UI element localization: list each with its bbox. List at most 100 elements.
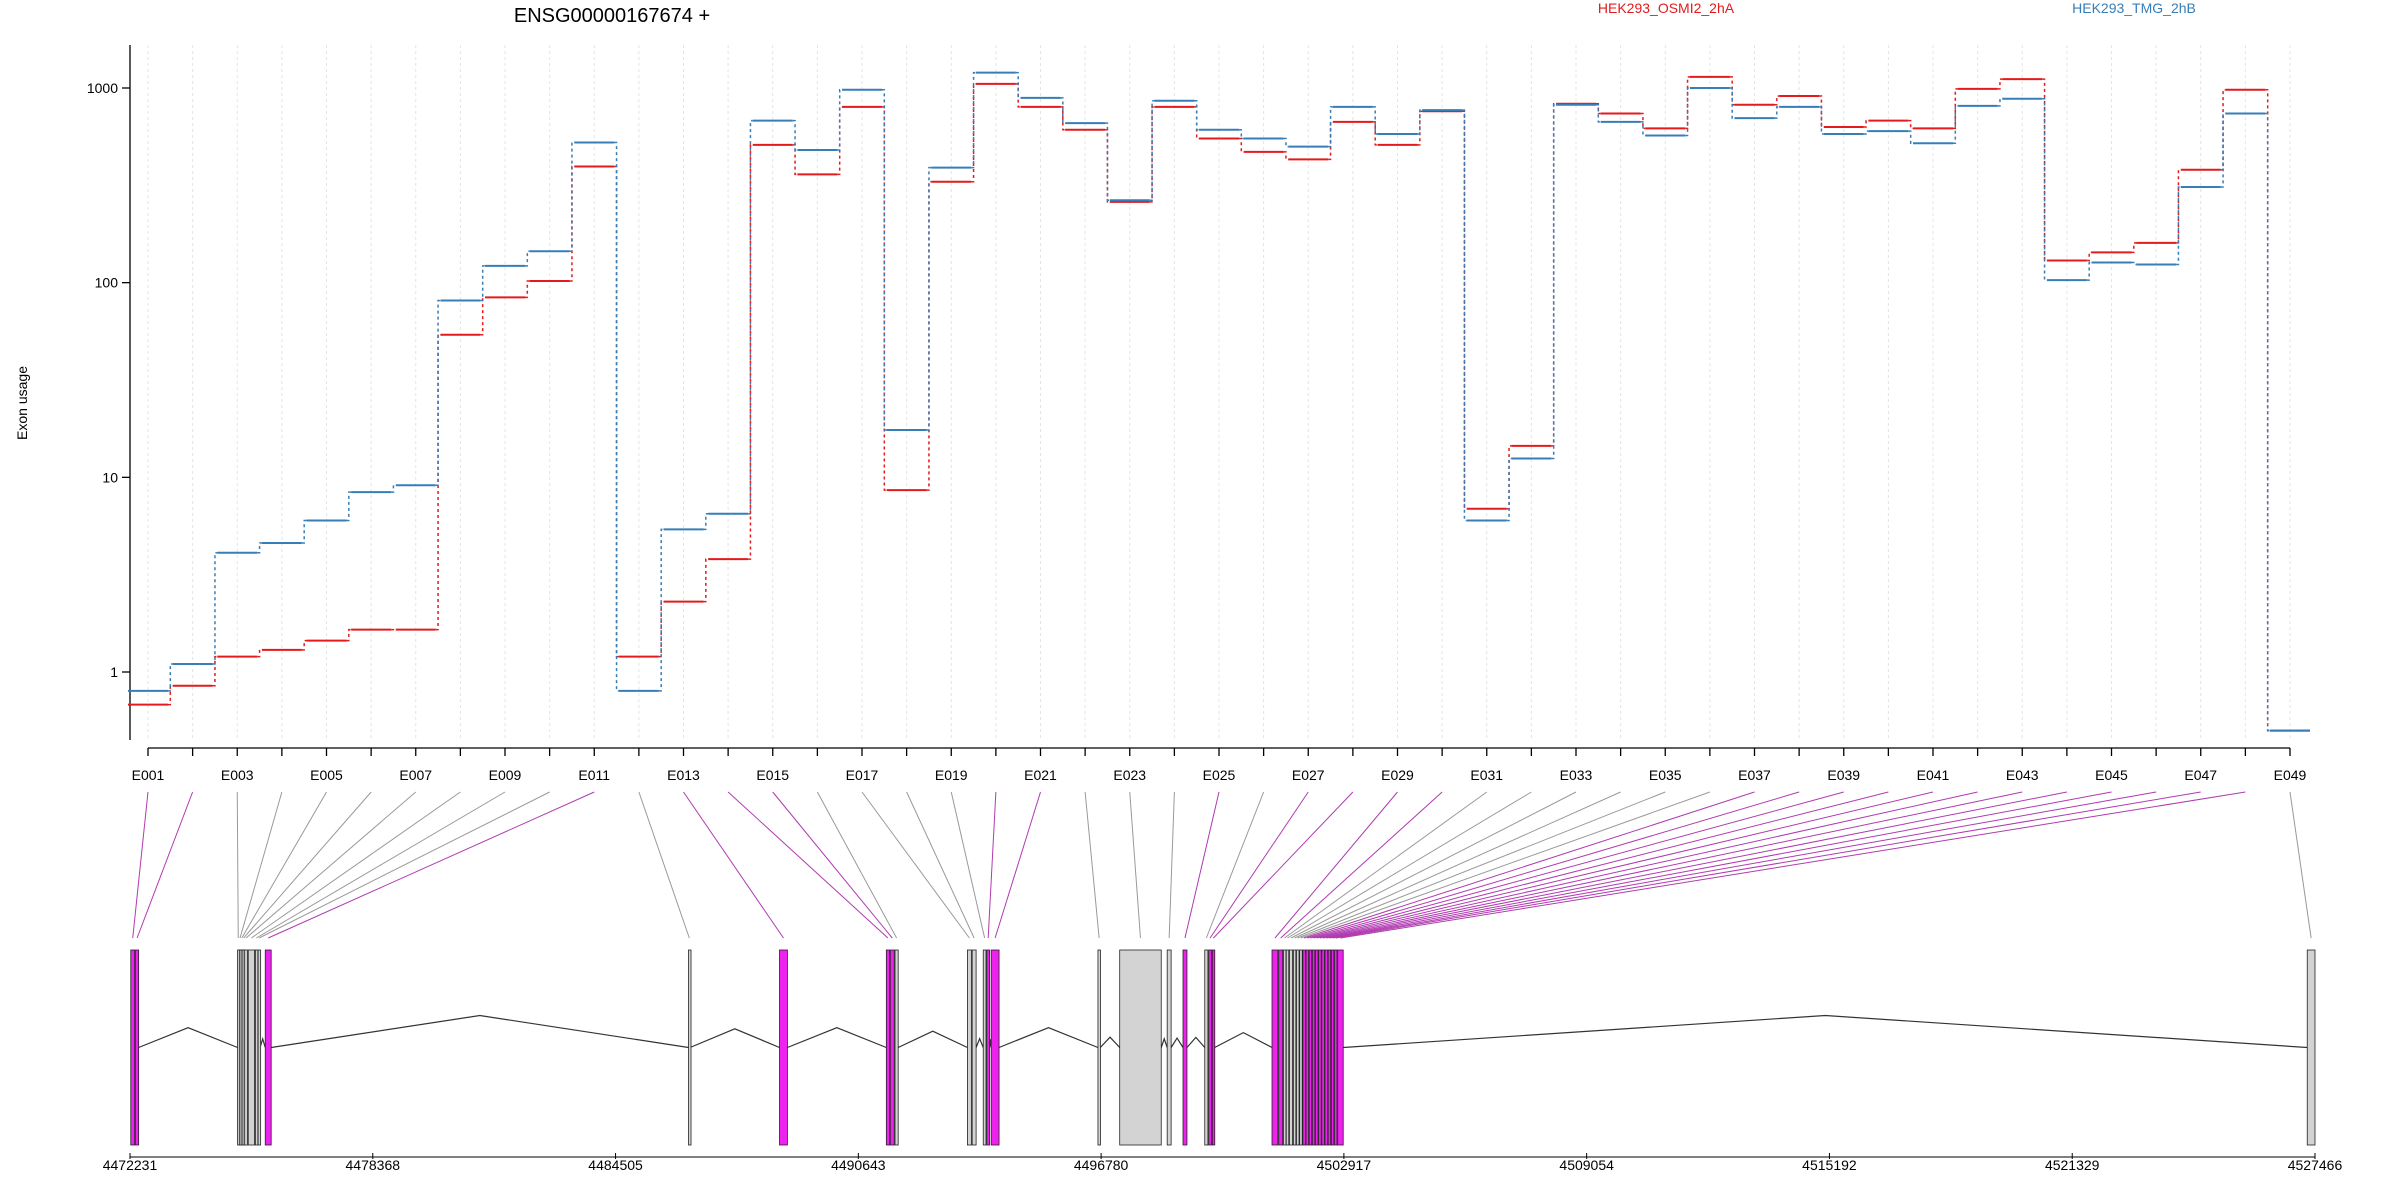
exon-box <box>1327 949 1332 1146</box>
series-connector <box>2131 242 2137 254</box>
series-connector <box>525 250 530 267</box>
exon-box <box>1321 949 1325 1146</box>
vertical-grid <box>147 45 2291 740</box>
intron-line <box>1099 1036 1121 1048</box>
exon-box <box>1204 949 1209 1146</box>
chart-title: ENSG00000167674 + <box>514 5 710 27</box>
series-connector <box>1908 119 1913 130</box>
series-HEK293_TMG_2hB <box>128 71 2310 732</box>
exon-box <box>1299 949 1303 1146</box>
exon-connector <box>1329 791 2112 939</box>
exon-connector <box>772 791 893 939</box>
series-connector <box>2042 98 2047 281</box>
x-tick-label: E015 <box>756 767 789 783</box>
x-tick-label: E017 <box>846 767 879 783</box>
genomic-axis: 4472231 4478368 4484505 4490643 4496780 45029… <box>103 1153 2342 1173</box>
legend-entry-tmg: HEK293_TMG_2hB <box>2072 0 2196 16</box>
exon-box <box>971 949 977 1146</box>
series-connector <box>882 88 887 431</box>
exon-box <box>885 949 890 1146</box>
exon-box <box>1315 949 1319 1146</box>
exon-connector <box>1313 791 1889 939</box>
series-connector <box>1551 103 1556 447</box>
exon-connector <box>1213 791 1354 939</box>
genomic-tick-label: 4502917 <box>1317 1157 1372 1173</box>
intron-line <box>897 1030 968 1049</box>
series-connector <box>1194 100 1199 131</box>
series-connector <box>1729 87 1735 119</box>
exon-connector <box>1310 791 1844 939</box>
exon-connector <box>1340 791 2246 939</box>
exon-box <box>1166 949 1172 1146</box>
series-connector <box>569 165 575 282</box>
exon-connector <box>1280 791 1443 939</box>
series-connector <box>1953 88 1958 130</box>
x-tick-label: E041 <box>1917 767 1950 783</box>
exon-box <box>982 949 987 1146</box>
exon-box <box>135 949 140 1146</box>
genomic-tick-label: 4515192 <box>1802 1157 1857 1173</box>
series-connector <box>1774 95 1780 106</box>
exon-connector <box>256 791 506 939</box>
exon-box <box>1330 949 1335 1146</box>
x-tick-label: E043 <box>2006 767 2039 783</box>
exon-connector <box>258 791 550 939</box>
series-connector <box>1060 106 1066 131</box>
exon-box <box>1119 949 1162 1146</box>
x-tick-label: E047 <box>2184 767 2217 783</box>
x-tick-label: E019 <box>935 767 968 783</box>
series-connector <box>212 551 218 665</box>
exon-box <box>1334 949 1338 1146</box>
exon-box <box>1208 949 1212 1146</box>
series-connector <box>1908 130 1913 145</box>
series-connector <box>391 484 396 493</box>
series-connector <box>1819 95 1824 128</box>
exon-connector <box>1205 791 1265 939</box>
genomic-tick-label: 4478368 <box>346 1157 401 1173</box>
series-connector <box>1774 106 1780 119</box>
series-connector <box>1729 76 1735 106</box>
exon-connector <box>1300 791 1711 939</box>
x-tick-label: E001 <box>132 767 165 783</box>
exon-connector <box>1335 791 2201 939</box>
x-tick-label: E023 <box>1113 767 1146 783</box>
series-connector <box>1462 109 1467 522</box>
series-connector <box>1239 137 1244 153</box>
series-connector <box>2220 112 2226 188</box>
series-connector <box>1462 110 1467 510</box>
exon-connector <box>1209 791 1309 939</box>
series-connector <box>1105 129 1110 203</box>
exon-connector <box>239 791 283 939</box>
series-connector <box>480 296 485 336</box>
x-tick-label: E035 <box>1649 767 1682 783</box>
x-tick-label: E005 <box>310 767 343 783</box>
genomic-tick-label: 4509054 <box>1559 1157 1614 1173</box>
series-connector <box>1372 121 1378 146</box>
series-connector <box>837 106 842 176</box>
exon-connector <box>251 791 461 939</box>
exon-box <box>779 949 788 1146</box>
series-connector <box>1506 445 1512 510</box>
exon-connector <box>1322 791 2023 939</box>
series-connector <box>1685 87 1690 137</box>
exon-connector <box>245 791 417 939</box>
series-connector <box>2176 186 2181 266</box>
intron-line <box>787 1026 887 1049</box>
exon-connector <box>1307 791 1800 939</box>
series-connector <box>435 299 441 487</box>
exon-connector <box>132 791 149 939</box>
genomic-tick-label: 4484505 <box>588 1157 643 1173</box>
intron-line <box>1343 1014 2308 1049</box>
series-connector <box>971 83 976 183</box>
genomic-tick-label: 4472231 <box>103 1157 158 1173</box>
intron-line <box>1186 1036 1206 1048</box>
exon-box <box>889 949 895 1146</box>
series-connector <box>1640 112 1646 130</box>
exon-box <box>688 949 692 1146</box>
series-connector <box>301 639 307 651</box>
exon-box <box>986 949 990 1146</box>
y-tick-label: 10 <box>102 469 118 485</box>
exon-box <box>990 949 1000 1146</box>
exon-connector <box>1297 791 1666 939</box>
series-connector <box>346 628 352 642</box>
